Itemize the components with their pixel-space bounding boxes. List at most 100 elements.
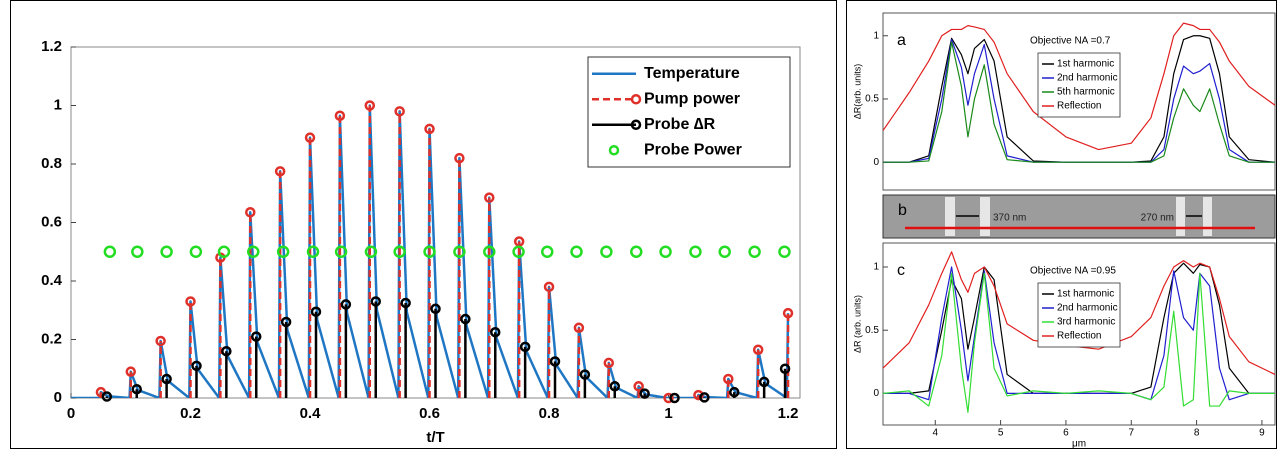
marker (394, 106, 405, 117)
x-tick-label: 7 (1128, 428, 1134, 439)
plot-frame (882, 242, 1276, 426)
x-tick-label: 5 (998, 428, 1004, 439)
legend-label: Pump power (644, 90, 740, 107)
y-tick-label: 0.4 (41, 272, 63, 289)
sem-panel: b 370 nm 270 nm (882, 194, 1276, 239)
legend-label: Probe ∆R (644, 116, 716, 133)
marker (334, 245, 348, 258)
series-line (883, 266, 1275, 401)
marker (185, 296, 196, 307)
marker (689, 245, 702, 258)
y-tick-label: 1 (873, 30, 879, 41)
y-tick-label: 1.2 (41, 38, 62, 55)
series-line (883, 41, 1275, 163)
y-tick-label: 0.2 (41, 330, 62, 347)
marker (699, 392, 710, 403)
series-line (883, 22, 1275, 151)
marker (101, 391, 113, 402)
marker (609, 381, 621, 392)
marker (778, 245, 791, 258)
marker (304, 132, 316, 143)
x-tick-label: 0 (67, 405, 75, 422)
legend-label: Reflection (1057, 101, 1101, 112)
legend-label: 3rd harmonic (1057, 317, 1115, 328)
legend-label: Reflection (1057, 331, 1101, 342)
y-tick-label: 1 (873, 262, 879, 273)
marker (221, 345, 232, 357)
marker (103, 245, 117, 258)
y-tick-label: 0 (873, 388, 879, 399)
marker (512, 245, 525, 258)
marker (663, 392, 674, 404)
legend-marker (630, 94, 642, 105)
marker (430, 303, 441, 315)
panel-label: c (897, 262, 905, 279)
x-tick-label: 4 (932, 428, 938, 439)
marker (310, 306, 322, 317)
marker (782, 307, 794, 319)
marker (570, 245, 583, 258)
marker (250, 331, 262, 342)
sem-stripe (980, 197, 990, 236)
marker (274, 166, 286, 177)
x-tick-label: 1.2 (778, 405, 799, 422)
y-tick-label: 0.5 (865, 94, 879, 105)
y-tick-label: 1 (54, 96, 62, 113)
marker (245, 207, 256, 218)
marker (603, 357, 615, 369)
marker (779, 363, 791, 374)
legend-label: 1st harmonic (1057, 59, 1114, 70)
legend-label: 2nd harmonic (1057, 303, 1118, 314)
y-axis-label: ΔR (arb. units) (852, 295, 862, 353)
marker (364, 245, 378, 258)
marker (161, 373, 172, 385)
y-tick-label: 0.6 (41, 213, 62, 230)
x-axis-label: t/T (426, 429, 444, 446)
x-tick-label: 9 (1259, 428, 1265, 439)
x-tick-label: 0.6 (419, 405, 440, 422)
marker (718, 245, 731, 258)
annotation: Objective NA =0.7 (1030, 36, 1111, 47)
marker (424, 123, 435, 135)
y-axis-label: ΔR(arb. units) (852, 64, 862, 120)
marker (483, 245, 496, 258)
y-tick-label: 0.5 (865, 325, 879, 336)
sem-stripe (945, 197, 955, 236)
marker (306, 245, 320, 258)
x-tick-label: 8 (1194, 428, 1200, 439)
marker (370, 296, 381, 307)
marker (633, 381, 644, 392)
marker (549, 356, 561, 367)
panel-label: b (898, 202, 907, 219)
x-tick-label: 0.2 (180, 405, 201, 422)
marker (125, 366, 137, 377)
legend-label: 5th harmonic (1057, 87, 1115, 98)
plot-area (71, 104, 790, 398)
y-tick-label: 0.8 (41, 155, 62, 172)
marker (748, 245, 761, 258)
x-tick-label: 0.4 (300, 405, 322, 422)
plot-area (883, 22, 1275, 163)
x-axis-label: μm (1072, 439, 1086, 449)
x-tick-label: 0.8 (539, 405, 560, 422)
marker (247, 245, 260, 258)
panel-label: a (897, 32, 906, 49)
sem-annotation: 370 nm (993, 213, 1026, 224)
legend-box (587, 56, 791, 168)
marker (540, 245, 554, 258)
marker (191, 360, 202, 372)
plot-frame (882, 12, 1276, 191)
marker (131, 245, 144, 258)
marker (659, 245, 672, 258)
marker (630, 245, 643, 258)
marker (280, 316, 292, 328)
legend-label: 1st harmonic (1057, 289, 1114, 300)
legend-label: 2nd harmonic (1057, 73, 1118, 84)
marker (729, 386, 740, 398)
marker (513, 236, 525, 247)
x-tick-label: 6 (1063, 428, 1069, 439)
legend-label: Probe Power (644, 141, 742, 158)
marker (639, 388, 650, 399)
